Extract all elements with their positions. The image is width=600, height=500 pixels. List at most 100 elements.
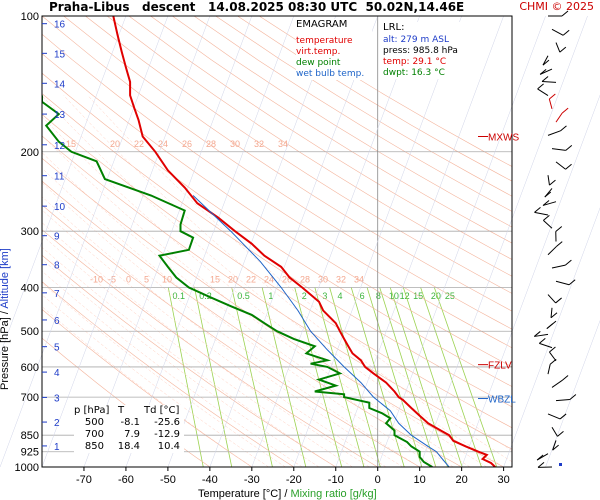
adiabat-label: 28: [206, 139, 216, 149]
mixing-ratio-line: [194, 287, 233, 467]
wind-barb-flag: [565, 144, 573, 151]
wind-barb: [550, 307, 553, 318]
series-wet-bulb-temp-: [192, 195, 450, 467]
x-tick-label: -20: [286, 474, 302, 486]
moist-adiabat: [42, 306, 252, 467]
wind-barb-flag: [562, 29, 570, 36]
moist-adiabat: [42, 196, 404, 467]
altitude-tick-label: 2: [54, 418, 60, 429]
dry-adiabat: [85, 16, 512, 294]
wind-barb-flag: [534, 206, 541, 213]
wind-barb-flag: [557, 431, 564, 437]
adiabat-label: 5: [144, 275, 149, 285]
altitude-tick-label: 15: [54, 49, 66, 60]
marker-fzlv: FZLV: [488, 361, 512, 372]
mixing-ratio-line: [167, 287, 204, 467]
mixing-ratio-label: 12: [400, 291, 410, 301]
wind-barb-flag: [559, 413, 567, 420]
y-tick-label: 600: [21, 362, 39, 374]
x-tick-label: -30: [244, 474, 260, 486]
wind-barb-flag: [549, 179, 556, 186]
altitude-tick-label: 3: [54, 393, 60, 404]
table-cell: 18.4: [117, 441, 140, 452]
mixing-ratio-line: [366, 287, 423, 467]
wind-barb: [547, 294, 556, 304]
wind-barb-flag: [538, 338, 546, 344]
adiabat-label: 32: [336, 275, 346, 285]
moist-adiabat: [42, 222, 370, 467]
legend-title: EMAGRAM: [296, 19, 348, 30]
adiabat-label: 20: [110, 139, 120, 149]
mixing-ratio-line: [420, 287, 482, 467]
wind-barb: [534, 211, 549, 216]
moist-adiabat: [42, 234, 353, 467]
mixing-ratio-label: 0.2: [199, 291, 212, 301]
wind-barb: [555, 398, 570, 402]
wind-barb: [543, 219, 553, 229]
series-temperature: [112, 16, 496, 467]
x-tick-label: -60: [118, 474, 134, 486]
marker-mxws: MXWS: [488, 132, 519, 143]
wind-barb-flag: [555, 297, 562, 304]
adiabat-label: 0: [126, 275, 131, 285]
table-cell: 10.4: [157, 441, 180, 452]
mixing-ratio-label: 1: [268, 291, 273, 301]
wind-barb-flag: [543, 214, 550, 221]
mixing-ratio-label: 4: [338, 291, 343, 301]
wind-barb: [537, 88, 549, 97]
wind-barb: [547, 413, 561, 420]
dry-adiabat: [193, 16, 512, 212]
adiabat-label: 30: [230, 139, 240, 149]
mixing-ratio-label: 15: [413, 291, 423, 301]
mixing-ratio-line: [231, 287, 273, 467]
wind-barb: [552, 440, 557, 451]
dry-adiabat: [150, 16, 512, 244]
altitude-tick-label: 7: [54, 289, 60, 300]
wind-barb: [539, 68, 553, 75]
wind-barb: [542, 201, 557, 206]
profile-lines: [42, 16, 496, 467]
adiabat-label: 15: [66, 139, 76, 149]
altitude-tick-label: 10: [54, 202, 66, 213]
altitude-tick-label: 16: [54, 20, 66, 31]
table-header-cell: Td [°C]: [144, 405, 180, 416]
wind-barb: [547, 175, 550, 186]
adiabat-label: 22: [246, 275, 256, 285]
wind-barb-flag: [559, 46, 567, 53]
table-cell: 500: [84, 417, 104, 428]
wind-barb: [548, 98, 553, 109]
level-markers: MXWS FZLV WBZL: [478, 132, 519, 406]
wind-barb: [547, 246, 557, 256]
x-tick-label: 20: [456, 474, 468, 486]
adiabat-label: 34: [278, 139, 288, 149]
wind-barb-flag: [565, 163, 572, 170]
wind-barb-flag: [561, 107, 569, 114]
mixing-ratio-label: 25: [445, 291, 455, 301]
wind-barb-flag: [539, 68, 547, 75]
adiabat-label: 34: [354, 275, 364, 285]
series-dew-point: [42, 95, 433, 467]
altitude-tick-label: 13: [54, 110, 66, 121]
mixing-ratio-line: [402, 287, 463, 467]
isotherm: [41, 15, 211, 468]
altitude-tick-label: 5: [54, 343, 60, 354]
wind-barb-flag: [536, 454, 544, 461]
isotherm: [503, 207, 600, 468]
moist-adiabat: [42, 282, 286, 467]
isotherm: [125, 15, 295, 468]
mixing-ratio-label: 0.1: [173, 291, 186, 301]
wind-barb: [547, 130, 561, 136]
altitude-tick-label: 6: [54, 316, 60, 327]
wind-barb: [555, 42, 561, 53]
x-tick-label: -50: [160, 474, 176, 486]
table-header: p [hPa] T Td [°C]: [74, 405, 184, 417]
table-row: 500 -8.1 -25.6: [74, 417, 184, 429]
moist-adiabat: [42, 247, 336, 467]
wind-barb-flag: [537, 83, 544, 90]
wind-barb-flag: [565, 259, 572, 266]
y-tick-label: 300: [21, 226, 39, 238]
marker-wbzl: WBZL: [488, 395, 516, 406]
adiabat-label: 24: [264, 275, 274, 285]
lrl-dwpt: dwpt: 16.3 °C: [383, 68, 445, 78]
